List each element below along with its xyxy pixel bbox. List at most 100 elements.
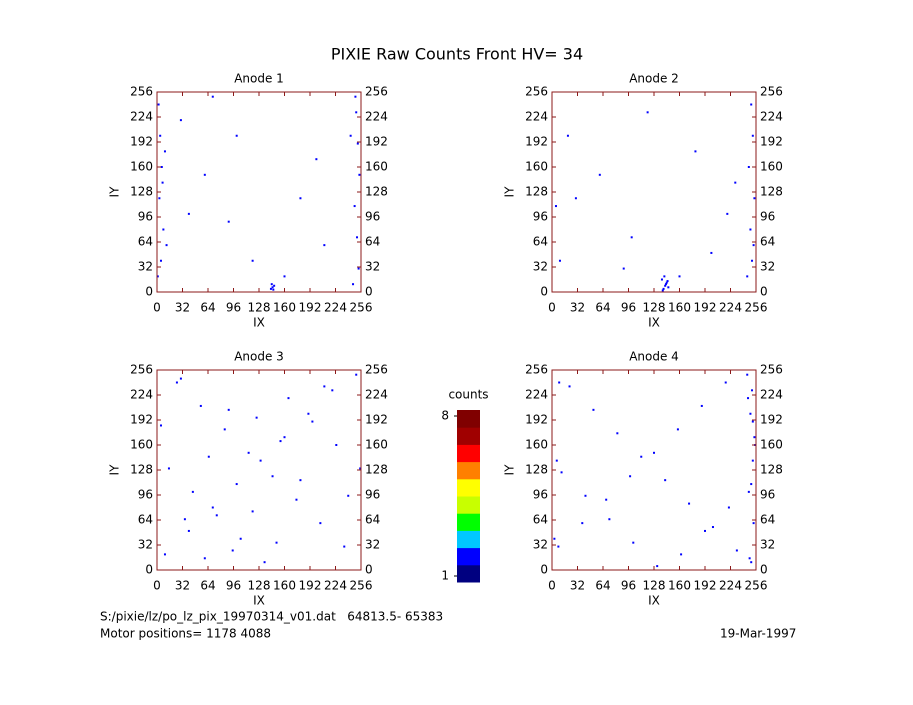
point: [353, 205, 356, 208]
point: [694, 150, 697, 153]
point: [271, 286, 274, 289]
point: [700, 404, 703, 407]
plot-frame: [156, 369, 362, 571]
y-tick-label: 128: [130, 463, 153, 477]
x-tick-label: 96: [621, 579, 636, 593]
y-tick-label: 0: [145, 285, 153, 299]
point: [663, 275, 666, 278]
y-axis-label: IY: [503, 186, 517, 198]
y-tick-label: 160: [525, 160, 548, 174]
x-tick-label: 128: [643, 579, 666, 593]
point: [269, 287, 272, 290]
y-tick-label-right: 0: [760, 285, 768, 299]
point: [747, 166, 750, 168]
x-tick-label: 96: [226, 301, 241, 315]
point: [632, 541, 635, 544]
x-tick-label: 128: [248, 579, 271, 593]
x-tick-label: 64: [200, 579, 215, 593]
point: [665, 281, 668, 284]
y-tick-label-right: 224: [760, 110, 783, 124]
y-tick-label: 32: [138, 538, 153, 552]
point: [598, 173, 601, 176]
point: [630, 236, 633, 239]
y-tick-label: 192: [525, 135, 548, 149]
y-tick-label: 32: [138, 260, 153, 274]
y-tick-label: 96: [533, 488, 548, 502]
x-tick-label: 64: [200, 301, 215, 315]
point: [203, 173, 206, 176]
point: [558, 259, 561, 262]
y-tick-label: 256: [525, 363, 548, 377]
y-tick-label-right: 96: [365, 488, 380, 502]
colorbar-tick-label: 1: [441, 569, 449, 583]
y-tick-label: 224: [130, 388, 153, 402]
point: [752, 522, 755, 525]
panel-title: Anode 2: [629, 72, 679, 86]
y-tick-label-right: 64: [760, 235, 775, 249]
x-tick-label: 32: [175, 301, 190, 315]
point: [235, 134, 238, 137]
y-tick-label-right: 128: [365, 185, 388, 199]
y-tick-label-right: 256: [760, 363, 783, 377]
y-tick-label-right: 224: [365, 388, 388, 402]
point: [263, 561, 266, 564]
y-tick-label-right: 96: [365, 210, 380, 224]
y-tick-label-right: 128: [760, 185, 783, 199]
y-tick-label-right: 64: [760, 513, 775, 527]
point: [629, 475, 632, 478]
point: [558, 381, 561, 384]
point: [227, 220, 230, 223]
point: [167, 467, 170, 470]
point: [259, 459, 262, 462]
y-tick-label: 192: [130, 135, 153, 149]
x-tick-label: 192: [299, 301, 322, 315]
x-tick-label: 256: [745, 301, 768, 315]
point: [161, 181, 164, 184]
x-axis-label: IX: [648, 316, 660, 330]
point: [352, 283, 355, 286]
point: [354, 95, 357, 98]
y-tick-label: 224: [130, 110, 153, 124]
point: [753, 436, 756, 439]
y-tick-label: 96: [138, 210, 153, 224]
point: [605, 498, 608, 501]
motor-info: Motor positions= 1178 4088: [100, 627, 271, 641]
point: [555, 459, 558, 462]
y-tick-label-right: 224: [365, 110, 388, 124]
y-tick-label-right: 32: [760, 538, 775, 552]
x-axis-label: IX: [253, 316, 265, 330]
point: [299, 479, 302, 482]
y-tick-label-right: 96: [760, 488, 775, 502]
colorbar-segment: [457, 444, 480, 463]
point: [319, 522, 322, 525]
y-tick-label-right: 160: [760, 438, 783, 452]
panel-title: Anode 4: [629, 350, 679, 364]
y-tick-label-right: 128: [365, 463, 388, 477]
point: [187, 529, 190, 532]
point: [751, 259, 754, 262]
point: [746, 275, 749, 278]
file-info: S:/pixie/lz/po_lz_pix_19970314_v01.dat 6…: [100, 610, 443, 624]
point: [323, 244, 326, 247]
point: [272, 288, 275, 291]
x-tick-label: 64: [595, 301, 610, 315]
point: [279, 440, 282, 443]
date: 19-Mar-1997: [720, 627, 796, 641]
point: [678, 275, 681, 278]
point: [734, 181, 737, 184]
point: [355, 373, 358, 376]
point: [235, 483, 238, 486]
y-tick-label-right: 192: [365, 135, 388, 149]
point: [251, 259, 254, 262]
point: [751, 459, 754, 462]
y-tick-label-right: 0: [365, 563, 373, 577]
x-tick-label: 0: [153, 301, 161, 315]
point: [211, 95, 214, 98]
point: [191, 490, 194, 493]
point: [749, 228, 752, 231]
point: [163, 553, 166, 556]
panel-title: Anode 1: [234, 72, 284, 86]
point: [158, 197, 161, 200]
point: [359, 467, 362, 470]
x-tick-label: 0: [548, 579, 556, 593]
